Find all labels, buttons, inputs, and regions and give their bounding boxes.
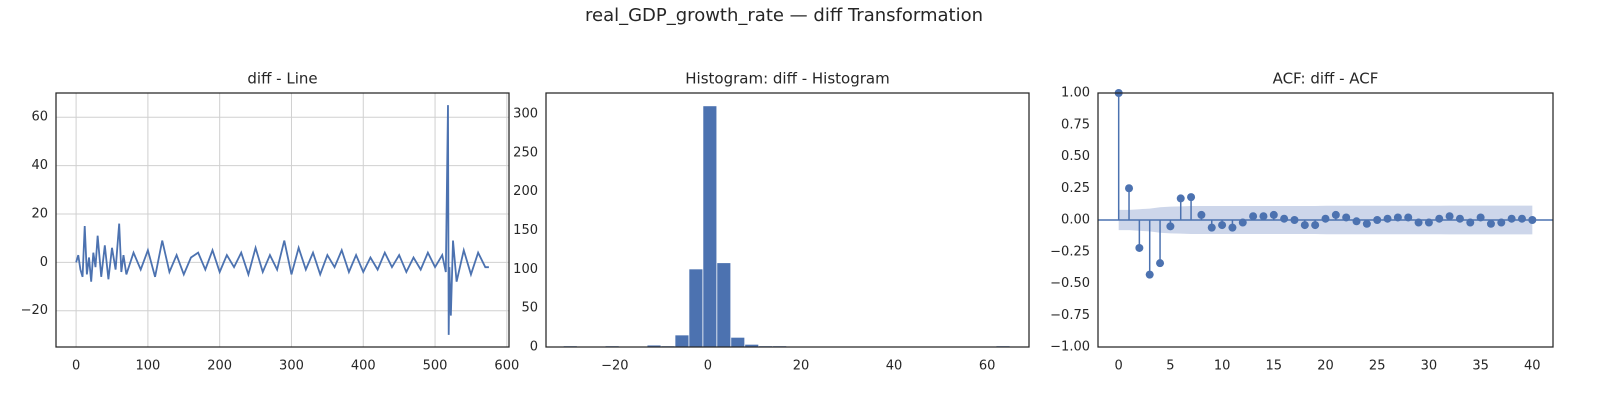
line-series	[75, 105, 489, 335]
x-tick-label: 10	[1214, 359, 1231, 374]
acf-point	[1435, 214, 1444, 223]
acf-point	[1321, 214, 1330, 223]
histogram-bar	[745, 344, 759, 347]
histogram-bar	[703, 106, 717, 347]
acf-point	[1466, 218, 1475, 227]
acf-point	[1528, 216, 1537, 224]
histogram-bar	[731, 337, 745, 347]
y-tick-label: 60	[31, 110, 48, 125]
x-tick-label: 40	[1524, 359, 1541, 374]
x-tick-label: 25	[1369, 359, 1386, 374]
y-tick-label: −20	[21, 303, 48, 318]
histogram-bar	[717, 263, 731, 347]
figure-title: real_GDP_growth_rate — diff Transformati…	[585, 5, 983, 26]
y-tick-label: 200	[513, 184, 538, 199]
histogram-bar	[675, 335, 689, 347]
acf-point	[1424, 218, 1433, 227]
acf-point	[1404, 213, 1413, 222]
acf-point	[1311, 221, 1320, 230]
acf-point	[1342, 213, 1351, 222]
acf-point	[1207, 223, 1216, 232]
y-tick-label: 40	[31, 158, 48, 173]
y-tick-label: 300	[513, 106, 538, 121]
y-tick-label: 0	[40, 255, 48, 270]
x-tick-label: 100	[135, 359, 160, 374]
x-tick-label: 600	[494, 359, 519, 374]
acf-point	[1352, 217, 1361, 226]
acf-point	[1228, 223, 1237, 232]
acf-point	[1300, 221, 1309, 230]
y-tick-label: −0.75	[1050, 308, 1090, 323]
x-tick-label: 0	[72, 359, 80, 374]
acf-point	[1135, 243, 1144, 252]
y-tick-label: −1.00	[1050, 340, 1090, 355]
y-tick-label: 250	[513, 145, 538, 160]
x-tick-label: 40	[886, 359, 903, 374]
acf-point	[1187, 193, 1196, 202]
acf-point	[1455, 214, 1464, 223]
x-tick-label: −20	[601, 359, 628, 374]
x-tick-label: 35	[1472, 359, 1489, 374]
x-tick-label: 30	[1421, 359, 1438, 374]
x-tick-label: 500	[423, 359, 448, 374]
y-tick-label: 0	[530, 340, 538, 355]
acf-point	[1445, 212, 1454, 221]
axes-frame	[55, 92, 510, 348]
x-tick-label: 300	[279, 359, 304, 374]
acf-point	[1197, 210, 1206, 219]
x-tick-label: 0	[704, 359, 712, 374]
axes-frame	[1097, 92, 1554, 348]
y-tick-label: 0.00	[1061, 213, 1090, 228]
acf-point	[1176, 194, 1185, 203]
acf-point	[1507, 214, 1516, 223]
acf-point	[1166, 222, 1175, 231]
y-tick-label: 0.50	[1061, 149, 1090, 164]
histogram-bar	[647, 345, 661, 347]
acf-point	[1331, 210, 1340, 219]
acf-point	[1125, 184, 1134, 193]
acf-point	[1373, 216, 1382, 224]
subplot-title: ACF: diff - ACF	[1273, 70, 1379, 88]
acf-point	[1497, 218, 1506, 227]
y-tick-label: −0.25	[1050, 244, 1090, 259]
x-tick-label: 400	[351, 359, 376, 374]
x-tick-label: 60	[979, 359, 996, 374]
y-tick-label: −0.50	[1050, 276, 1090, 291]
acf-point	[1269, 210, 1278, 219]
acf-point	[1249, 212, 1258, 221]
acf-point	[1280, 214, 1289, 223]
x-tick-label: 0	[1115, 359, 1123, 374]
x-tick-label: 15	[1266, 359, 1283, 374]
acf-point	[1238, 218, 1247, 227]
acf-point	[1259, 212, 1268, 221]
x-tick-label: 20	[1317, 359, 1334, 374]
y-tick-label: 0.25	[1061, 181, 1090, 196]
y-tick-label: 50	[521, 301, 538, 316]
y-tick-label: 150	[513, 223, 538, 238]
axes-frame	[545, 92, 1030, 348]
y-tick-label: 20	[31, 206, 48, 221]
y-tick-label: 1.00	[1061, 86, 1090, 101]
x-tick-label: 200	[207, 359, 232, 374]
acf-point	[1414, 218, 1423, 227]
subplot-title: Histogram: diff - Histogram	[685, 70, 889, 88]
x-tick-label: 20	[793, 359, 810, 374]
acf-point	[1145, 270, 1154, 279]
acf-point	[1362, 219, 1371, 228]
acf-point	[1156, 259, 1165, 268]
y-tick-label: 0.75	[1061, 117, 1090, 132]
x-tick-label: 5	[1166, 359, 1174, 374]
acf-point	[1517, 214, 1526, 223]
y-tick-label: 100	[513, 262, 538, 277]
acf-point	[1486, 219, 1495, 228]
acf-point	[1383, 214, 1392, 223]
acf-point	[1290, 216, 1299, 224]
acf-point	[1218, 221, 1227, 230]
subplot-title: diff - Line	[247, 70, 317, 88]
acf-point	[1393, 213, 1402, 222]
histogram-bar	[689, 269, 703, 347]
acf-point	[1476, 213, 1485, 222]
